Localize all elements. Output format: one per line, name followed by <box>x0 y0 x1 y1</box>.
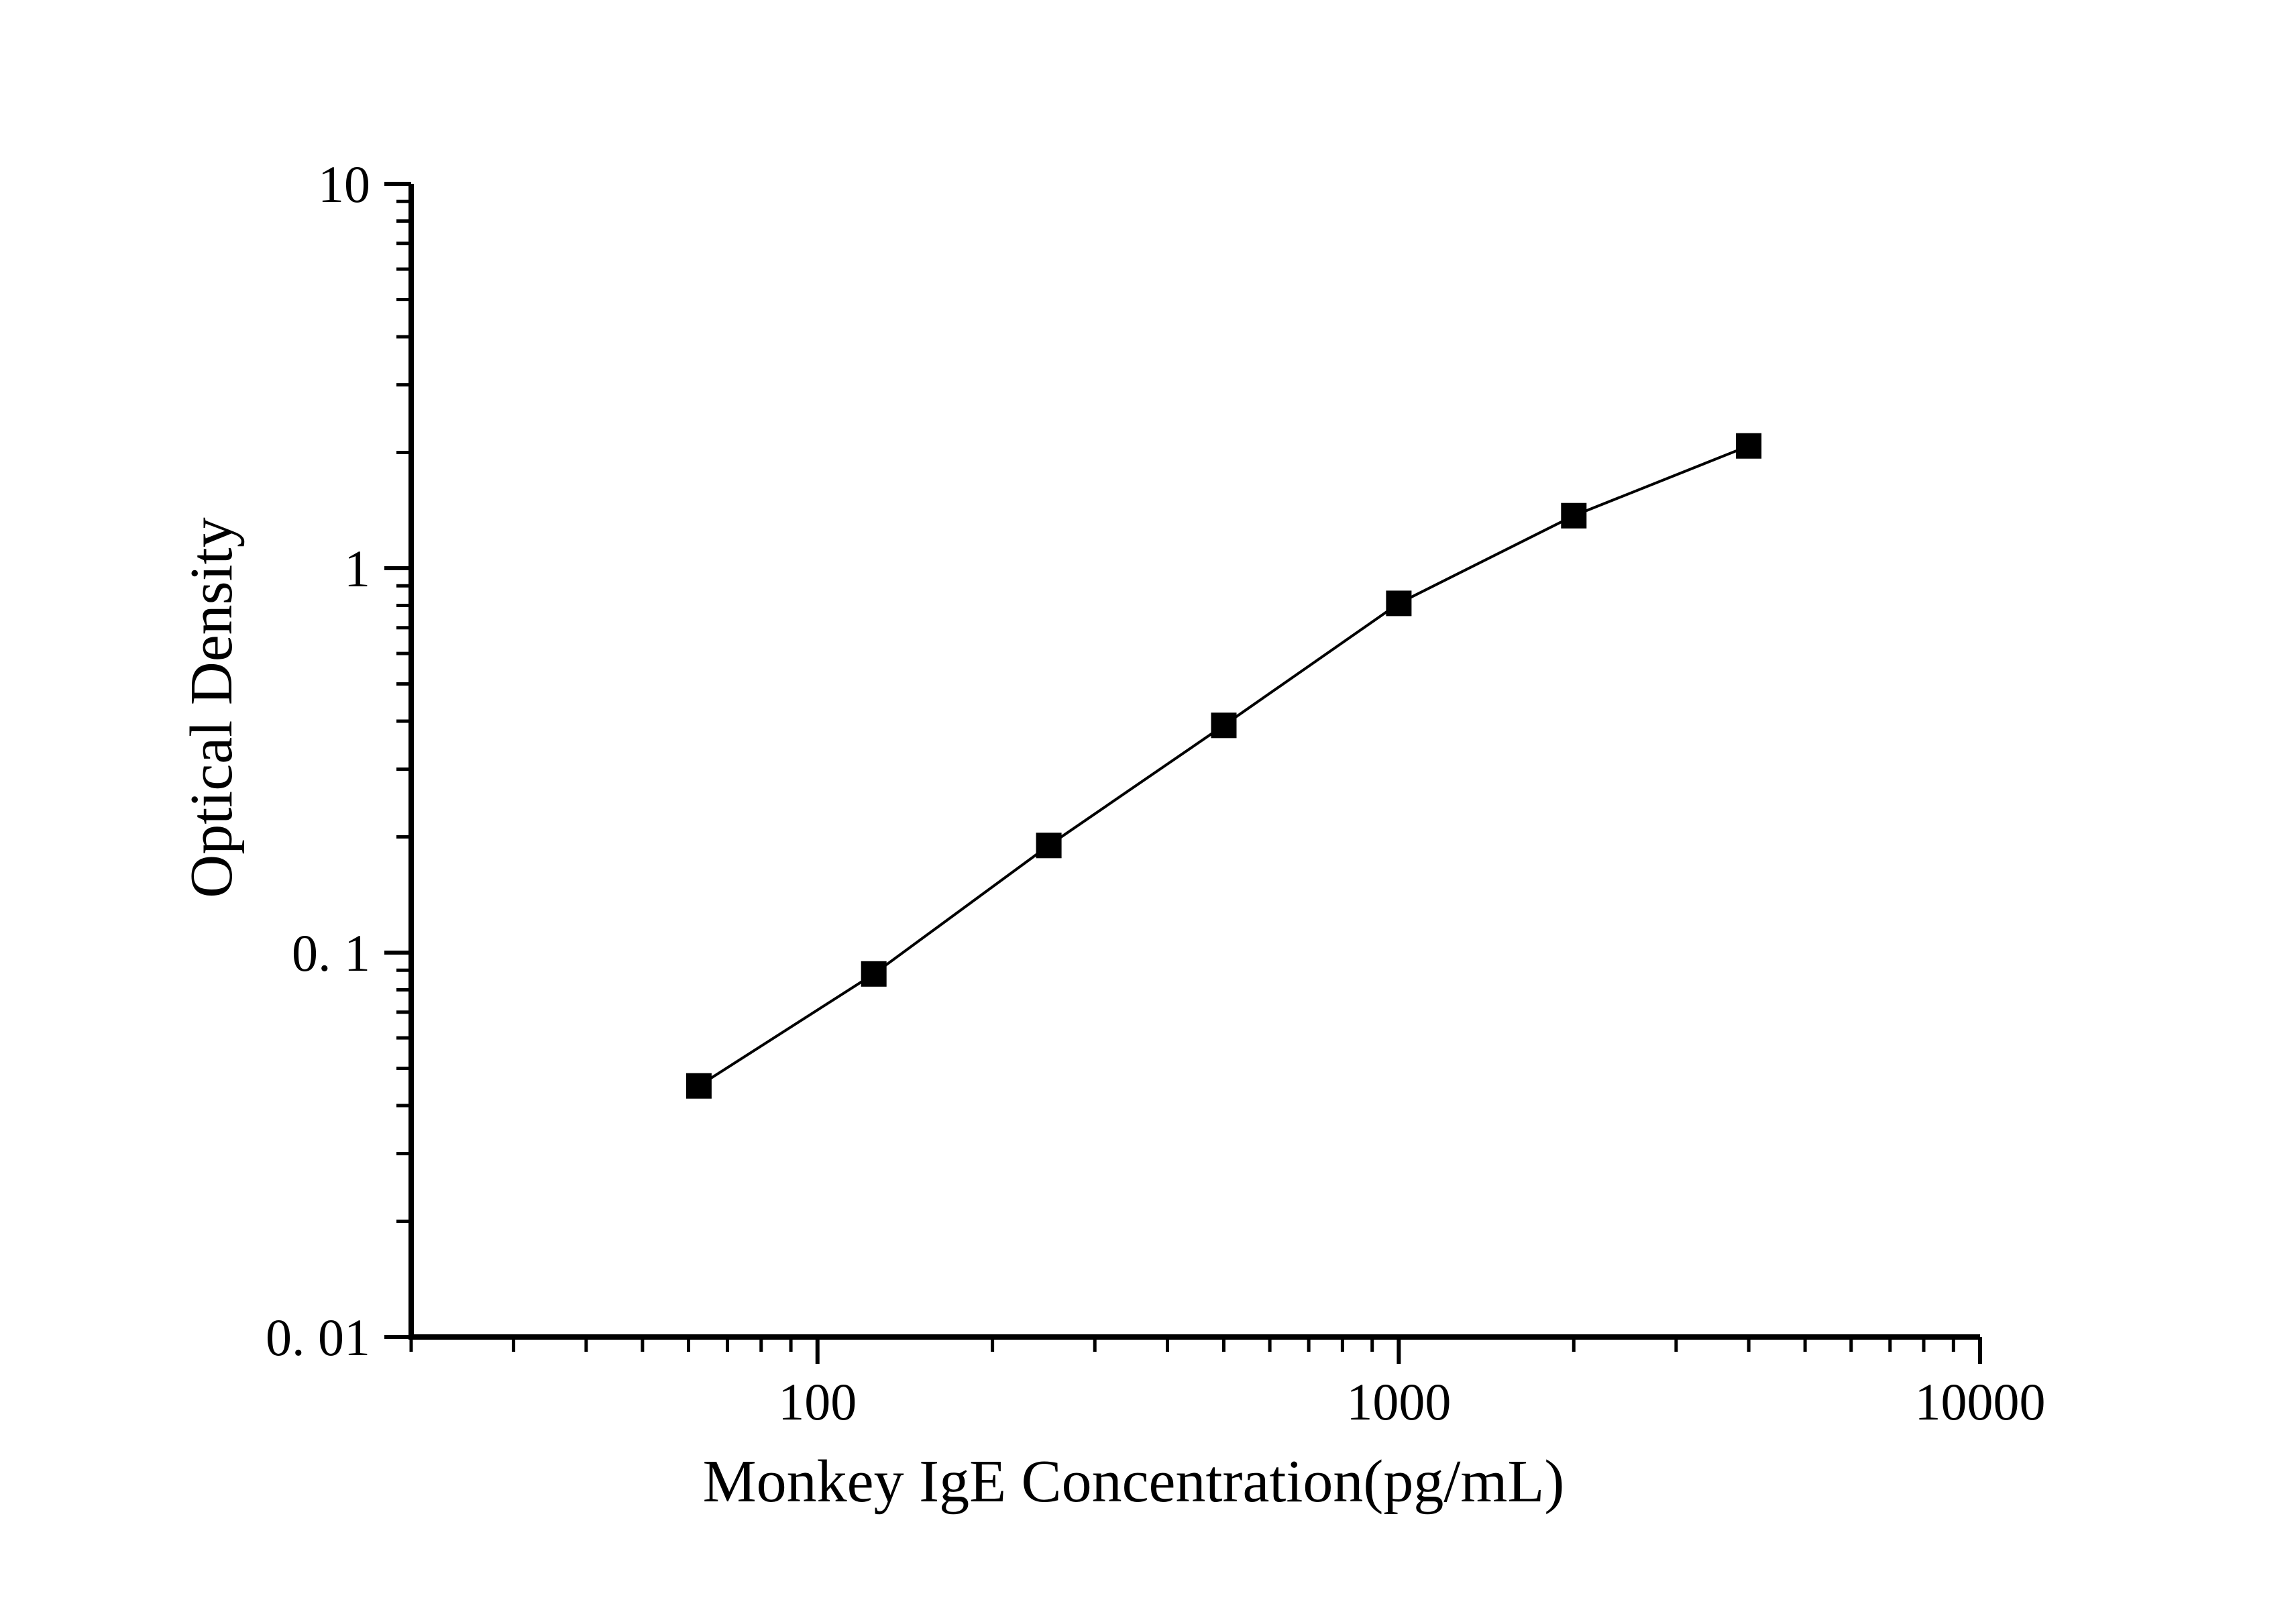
axes <box>408 184 1980 1340</box>
data-point-marker <box>1561 502 1587 529</box>
x-axis-tick-labels: 100 1000 10000 <box>778 1373 2045 1431</box>
axis-lines <box>408 184 1980 1340</box>
y-tick-label: 0. 1 <box>292 924 370 982</box>
data-point-marker <box>1036 833 1062 859</box>
series-line <box>698 444 1749 1087</box>
x-tick-label: 10000 <box>1915 1373 2046 1431</box>
x-tick-label: 1000 <box>1346 1373 1451 1431</box>
data-point-marker <box>1736 433 1762 459</box>
x-axis-ticks <box>409 1337 1982 1364</box>
y-tick-label: 0. 01 <box>266 1308 370 1367</box>
x-tick-label: 100 <box>778 1373 857 1431</box>
y-axis-ticks <box>384 182 411 1339</box>
x-axis-title: Monkey IgE Concentration(pg/mL) <box>703 1448 1565 1515</box>
y-tick-label: 1 <box>344 539 370 598</box>
y-axis-title: Optical Density <box>178 517 245 898</box>
data-point-marker <box>861 961 887 987</box>
y-axis-tick-labels: 10 1 0. 1 0. 01 <box>266 155 370 1367</box>
series-standard-curve <box>686 433 1762 1099</box>
y-tick-label: 10 <box>318 155 370 213</box>
data-point-marker <box>1211 712 1237 739</box>
data-point-marker <box>686 1073 712 1099</box>
data-point-marker <box>1386 590 1412 617</box>
